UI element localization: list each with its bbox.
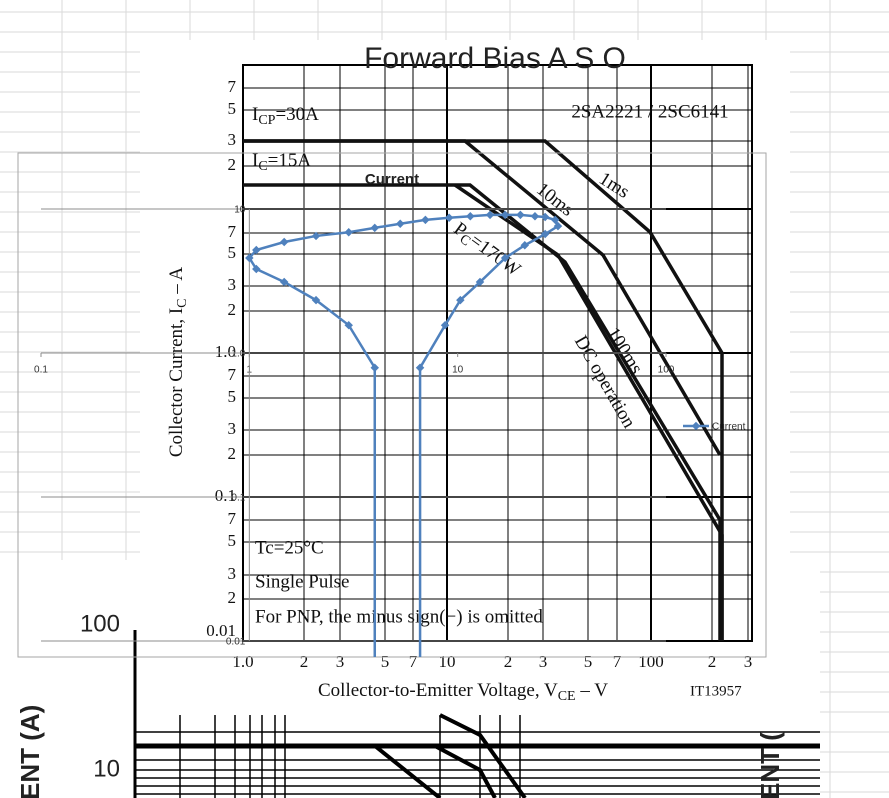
lower-y-label: ENT ( [755, 732, 785, 798]
t: =15A [268, 150, 312, 171]
marker [421, 215, 430, 225]
ds-y-tick: 3 [228, 130, 237, 149]
ds-y-tick: 7 [228, 509, 237, 528]
ds-x-tick: 3 [744, 652, 753, 671]
ds-x-tick: 10 [439, 652, 456, 671]
y-tick-label: 0.1 [231, 493, 245, 504]
marker [395, 219, 405, 228]
lower-plot [133, 630, 820, 798]
x-tick-label: 0.1 [34, 365, 48, 376]
marker [370, 363, 380, 372]
t: CP [258, 113, 275, 128]
ds-x-tick: 3 [336, 652, 345, 671]
ds-y-tick: 5 [228, 99, 237, 118]
ds-y-tick: 7 [228, 222, 237, 241]
note: Tc=25°C [255, 537, 324, 558]
ds-y-tick: 7 [228, 365, 237, 384]
ds-x-tick: 5 [584, 652, 593, 671]
soa-line [243, 139, 722, 456]
datasheet-title: Forward Bias A S O [364, 42, 626, 75]
t: C [258, 159, 267, 174]
lower-image [0, 560, 820, 798]
ds-y-tick: 5 [228, 531, 237, 550]
marker [485, 210, 495, 220]
marker [500, 210, 510, 220]
ds-x-tick: 100 [638, 652, 664, 671]
t: I [252, 150, 258, 171]
t: – A [166, 267, 187, 299]
ds-y-tick: 2 [228, 155, 237, 174]
y-tick-label: 0.01 [226, 637, 246, 648]
lower-y-label: ENT (A) [15, 705, 45, 798]
lower-soa [439, 713, 527, 798]
marker [311, 231, 321, 241]
t: Collector Current, I [166, 308, 187, 457]
lower-tick: 100 [80, 610, 120, 637]
t: =30A [275, 104, 319, 125]
t: I [252, 104, 258, 125]
note: Single Pulse [255, 571, 349, 592]
marker [475, 277, 485, 287]
marker [466, 212, 475, 221]
ds-y-tick: 2 [228, 300, 237, 319]
datasheet-image [140, 40, 790, 560]
marker [279, 277, 289, 287]
ds-x-tick: 1.0 [232, 652, 253, 671]
y-axis-label: Collector Current, IC – A [166, 267, 190, 458]
ic-label: IC=15A [252, 150, 311, 174]
ds-y-tick: 2 [228, 444, 237, 463]
marker [440, 320, 450, 330]
legend-marker [691, 421, 701, 431]
lower-soa [135, 744, 497, 798]
ds-y-tick: 3 [228, 564, 237, 583]
soa-line [454, 183, 724, 641]
ds-x-tick: 2 [300, 652, 309, 671]
t: – V [576, 680, 609, 701]
ds-x-tick: 5 [381, 652, 390, 671]
part-number: 2SA2221 / 2SC6141 [571, 101, 728, 122]
x-tick-label: 10 [452, 365, 464, 376]
marker [370, 223, 380, 233]
chart-frame [17, 152, 767, 658]
ds-y-tick: 7 [228, 77, 237, 96]
ds-x-tick: 2 [708, 652, 717, 671]
t: Collector-to-Emitter Voltage, V [318, 680, 558, 701]
ds-y-tick: 3 [228, 419, 237, 438]
chart-title: Current [365, 171, 419, 188]
marker [456, 295, 465, 305]
ds-y-tick: 1.0 [215, 342, 236, 361]
marker [344, 320, 353, 330]
ds-x-tick: 7 [613, 652, 622, 671]
legend-label: Current [712, 422, 746, 433]
x-tick-label: 100 [658, 365, 675, 376]
y-tick-label: 1.0 [231, 349, 245, 360]
t: CE [558, 689, 576, 704]
icp-label: ICP=30A [252, 104, 319, 128]
ds-y-tick: 2 [228, 588, 237, 607]
ds-x-tick: 2 [504, 652, 513, 671]
y-tick-label: 10 [234, 205, 246, 216]
marker [279, 237, 289, 247]
ds-y-tick: 0.01 [206, 621, 236, 640]
lower-tick: 10 [93, 755, 120, 782]
ds-y-tick: 5 [228, 243, 237, 262]
x-axis-label: Collector-to-Emitter Voltage, VCE – V [318, 680, 608, 704]
ds-x-tick: 7 [409, 652, 418, 671]
marker [444, 213, 454, 222]
figure-code: IT13957 [690, 683, 742, 699]
ds-y-tick: 3 [228, 275, 237, 294]
ds-x-tick: 3 [539, 652, 548, 671]
ds-y-tick: 5 [228, 387, 237, 406]
ds-y-tick: 0.1 [215, 486, 236, 505]
t: C [175, 299, 190, 308]
note: For PNP, the minus sign(−) is omitted [255, 606, 543, 627]
marker [415, 363, 425, 372]
soa-line [243, 183, 722, 641]
marker [344, 227, 353, 237]
marker [311, 295, 321, 305]
